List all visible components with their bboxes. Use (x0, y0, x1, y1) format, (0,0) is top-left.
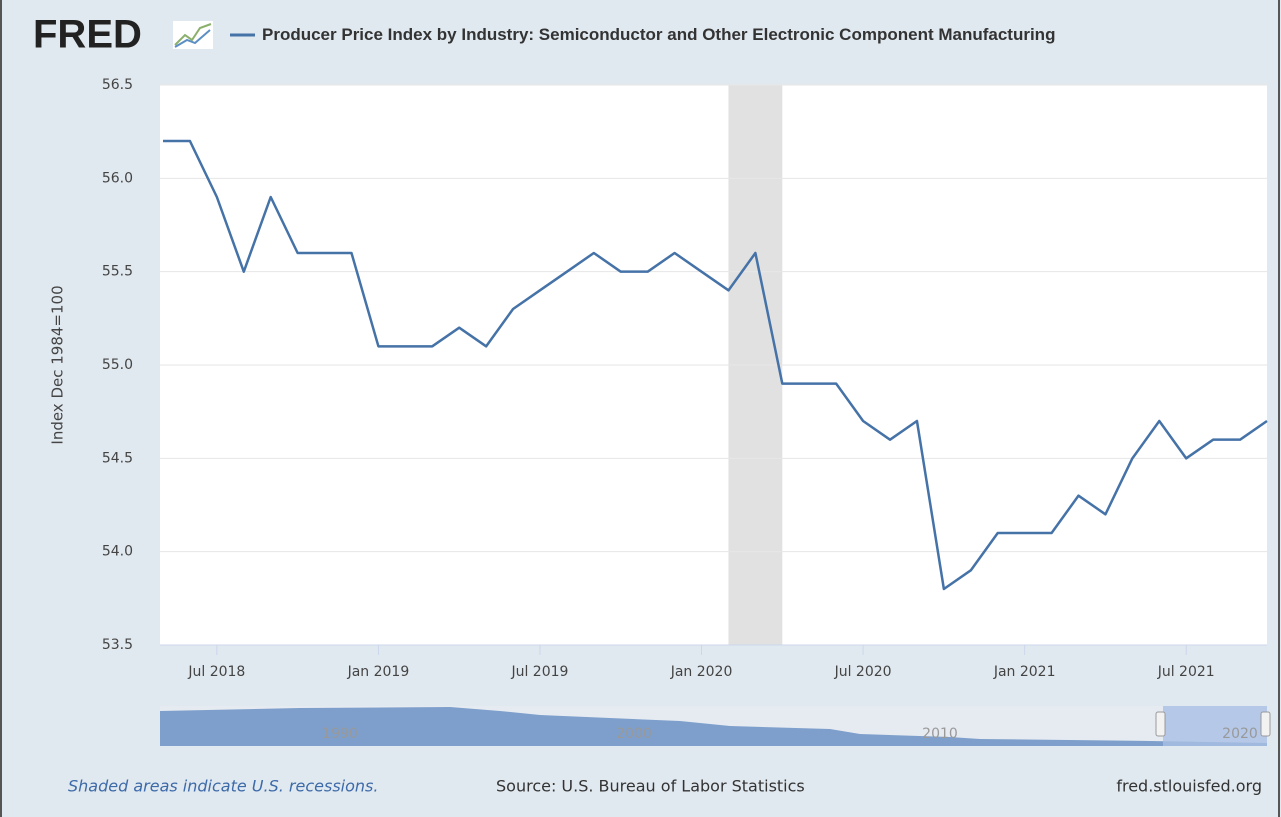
x-tick-label: Jul 2019 (510, 664, 568, 680)
y-tick-label: 55.0 (102, 357, 133, 373)
y-tick-label: 56.5 (102, 77, 133, 93)
logo: FRED (33, 13, 142, 57)
source: Source: U.S. Bureau of Labor Statistics (496, 777, 805, 796)
y-tick-label: 53.5 (102, 637, 133, 653)
navigator-label: 1990 (322, 726, 358, 742)
navigator-label: 2010 (922, 726, 958, 742)
site: fred.stlouisfed.org (1116, 777, 1262, 796)
x-tick-label: Jul 2021 (1157, 664, 1215, 680)
x-tick-label: Jan 2020 (670, 664, 733, 680)
navigator-label: 2020 (1222, 726, 1258, 742)
y-axis-label: Index Dec 1984=100 (49, 285, 67, 444)
chart-title: Producer Price Index by Industry: Semico… (262, 25, 1056, 44)
recession-note: Shaded areas indicate U.S. recessions. (68, 777, 378, 796)
right-border (1278, 0, 1280, 817)
left-border (0, 0, 2, 817)
y-tick-label: 56.0 (102, 170, 133, 186)
navigator (160, 706, 1271, 746)
logo-icon (173, 21, 213, 49)
y-tick-label: 54.0 (102, 544, 133, 560)
y-tick-label: 54.5 (102, 450, 133, 466)
series-line (163, 139, 1268, 591)
navigator-label: 2000 (616, 726, 652, 742)
x-tick-label: Jan 2019 (347, 664, 410, 680)
y-tick-label: 55.5 (102, 264, 133, 280)
x-tick-label: Jan 2021 (993, 664, 1056, 680)
x-tick-label: Jul 2018 (187, 664, 245, 680)
x-tick-label: Jul 2020 (834, 664, 892, 680)
